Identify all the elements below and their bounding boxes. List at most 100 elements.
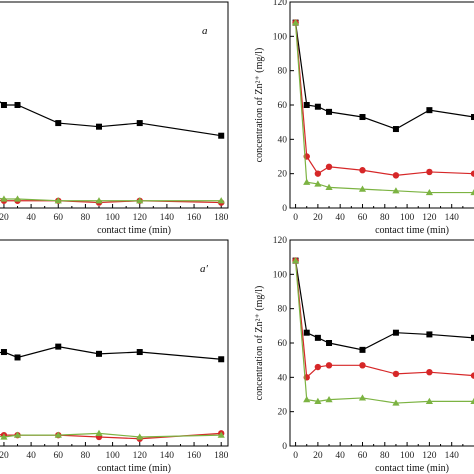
y-tick-label: 100 [273, 270, 288, 280]
x-tick-label: 100 [400, 213, 415, 223]
point-triangle [13, 195, 22, 202]
y-tick-label: 20 [278, 408, 288, 418]
point-circle [359, 167, 366, 174]
series-line [0, 101, 222, 137]
point-triangle [303, 396, 311, 403]
point-triangle [291, 257, 300, 264]
x-tick-label: 80 [81, 213, 91, 223]
point-triangle [358, 394, 367, 401]
panel-label: a [202, 25, 208, 37]
point-square [55, 120, 62, 127]
y-tick-label: 60 [278, 339, 288, 349]
x-tick-label: 40 [335, 213, 345, 223]
point-triangle [136, 433, 144, 440]
x-tick-label: 120 [133, 451, 148, 461]
series-line [294, 260, 474, 404]
x-tick-label: 100 [105, 213, 120, 223]
point-circle [426, 368, 433, 376]
point-square [392, 126, 399, 133]
point-square [471, 114, 474, 121]
point-square [326, 340, 333, 346]
point-triangle [392, 187, 400, 194]
y-axis-label: concentration of Zn²⁺ (mg/l) [254, 286, 265, 401]
point-triangle [314, 180, 322, 187]
point-square [471, 334, 474, 341]
point-square [0, 102, 7, 108]
y-tick-label: 80 [278, 305, 288, 315]
point-triangle [291, 19, 300, 26]
point-square [14, 102, 21, 108]
point-square [326, 108, 333, 115]
y-tick-label: 20 [278, 170, 288, 180]
x-tick-label: 120 [422, 451, 437, 461]
y-tick-label: 120 [273, 0, 288, 8]
x-tick-label: 140 [160, 451, 175, 461]
x-tick-label: 80 [380, 451, 390, 461]
x-tick-label: 120 [422, 213, 437, 223]
series-line [294, 22, 474, 176]
x-axis-label: contact time (min) [97, 463, 171, 474]
series-line [294, 22, 474, 194]
x-axis-label: contact time (min) [375, 463, 449, 474]
x-tick-label: 40 [26, 451, 36, 461]
x-tick-label: 80 [81, 451, 91, 461]
y-tick-label: 0 [282, 204, 287, 214]
point-triangle [425, 188, 433, 196]
x-tick-label: 160 [187, 213, 202, 223]
series-line [294, 260, 474, 351]
point-square [136, 349, 143, 356]
y-tick-label: 40 [278, 373, 288, 383]
series-line [0, 432, 222, 438]
point-triangle [470, 188, 474, 196]
point-triangle [95, 197, 103, 204]
x-tick-label: 140 [445, 451, 460, 461]
panel-4: 0 20 40 60 80 100 120 140 0 20 40 60 80 100 120 contact… [254, 236, 474, 474]
point-square [426, 331, 433, 338]
point-triangle [392, 399, 400, 406]
point-circle [392, 172, 400, 179]
series-group [0, 343, 225, 442]
series-group [0, 101, 225, 206]
point-circle [325, 163, 333, 170]
point-square [14, 354, 21, 361]
series-line [294, 260, 474, 379]
point-square [96, 350, 102, 357]
point-square [392, 329, 399, 336]
point-circle [314, 363, 322, 371]
point-square [314, 103, 321, 110]
point-triangle [314, 397, 322, 404]
x-tick-label: 100 [400, 451, 415, 461]
y-axis-label: concentration of Zn²⁺ (mg/l) [254, 48, 265, 163]
y-tick-label: 40 [278, 135, 288, 145]
panel-1: 20 40 60 80 100 120 140 160 180 contact time (min… [0, 1, 229, 236]
point-square [303, 329, 310, 336]
x-tick-label: 0 [293, 451, 298, 461]
point-square [218, 132, 225, 139]
point-triangle [95, 429, 103, 436]
panel-2: 0 20 40 60 80 100 120 140 0 20 40 60 80 100 120 contact… [254, 0, 474, 236]
plot-frame [0, 1, 229, 209]
x-tick-label: 20 [313, 213, 323, 223]
point-triangle [136, 197, 144, 204]
point-circle [426, 168, 433, 176]
x-tick-label: 20 [0, 213, 9, 223]
series-group [291, 257, 474, 406]
point-square [359, 346, 366, 353]
point-circle [392, 370, 400, 378]
point-triangle [54, 431, 62, 438]
point-square [303, 102, 310, 108]
plot-frame [0, 239, 229, 447]
x-tick-label: 60 [54, 451, 64, 461]
x-tick-label: 100 [105, 451, 120, 461]
point-triangle [217, 431, 225, 438]
point-square [55, 343, 62, 350]
x-tick-label: 160 [187, 451, 202, 461]
point-circle [325, 362, 333, 369]
y-tick-label: 120 [273, 236, 288, 246]
x-tick-label: 140 [445, 213, 460, 223]
point-square [136, 120, 143, 127]
y-tick-label: 0 [282, 442, 287, 452]
point-square [218, 356, 225, 363]
y-tick-label: 60 [278, 101, 288, 111]
